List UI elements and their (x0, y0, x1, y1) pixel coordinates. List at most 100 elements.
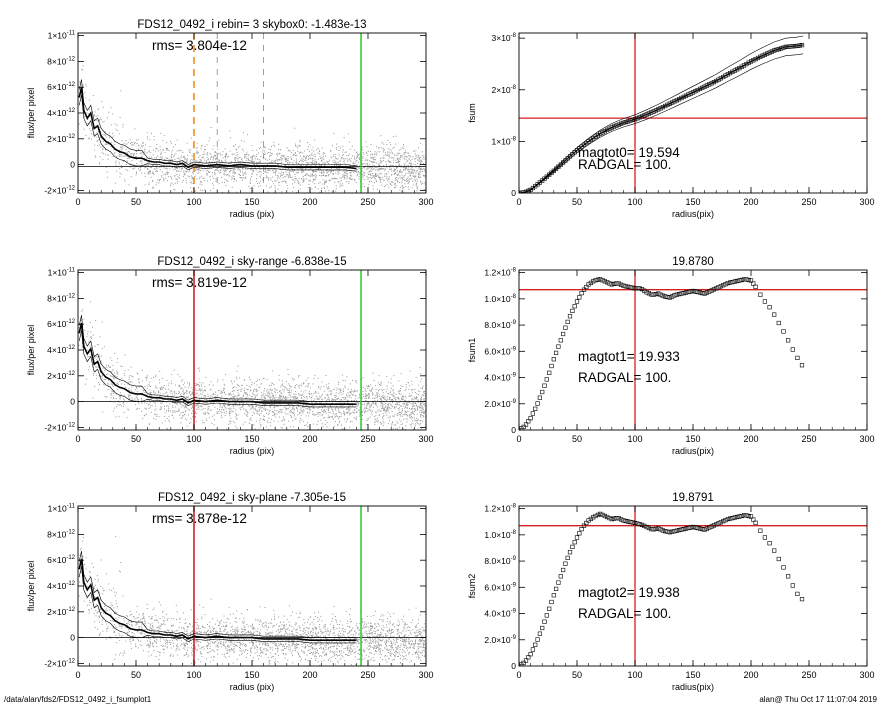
scatter-point (173, 146, 175, 148)
scatter-point (236, 404, 238, 406)
scatter-point (419, 168, 421, 170)
scatter-point (290, 386, 292, 388)
scatter-point (372, 175, 374, 177)
scatter-point (228, 162, 230, 164)
scatter-point (215, 180, 217, 182)
scatter-point (349, 153, 351, 155)
scatter-point (334, 190, 336, 192)
scatter-point (230, 397, 232, 399)
x-tick-label: 150 (244, 197, 259, 207)
scatter-point (297, 172, 299, 174)
scatter-point (260, 146, 261, 148)
scatter-point (314, 170, 316, 172)
scatter-point (232, 435, 233, 436)
scatter-point (256, 409, 258, 411)
scatter-point (326, 161, 328, 163)
scatter-point (263, 390, 265, 392)
scatter-point (251, 404, 253, 406)
scatter-point (333, 399, 335, 401)
scatter-point (260, 397, 262, 399)
scatter-point (419, 167, 420, 169)
scatter-point (420, 162, 422, 164)
scatter-point (232, 387, 234, 389)
scatter-point (159, 149, 161, 151)
scatter-point (315, 168, 317, 170)
scatter-point (269, 162, 270, 164)
scatter-point (190, 160, 192, 162)
scatter-point (161, 156, 163, 158)
scatter-point (97, 356, 99, 358)
scatter-point (364, 407, 366, 409)
scatter-point (393, 416, 395, 418)
scatter-point (221, 167, 223, 169)
scatter-point (378, 409, 380, 411)
scatter-point (347, 160, 348, 162)
scatter-point (241, 384, 243, 386)
scatter-point (240, 177, 242, 179)
scatter-point (397, 402, 398, 404)
scatter-point (125, 152, 127, 154)
scatter-point (371, 181, 373, 183)
scatter-point (164, 152, 166, 154)
scatter-point (300, 178, 302, 180)
scatter-point (306, 164, 308, 166)
scatter-point (314, 414, 316, 416)
scatter-point (130, 176, 132, 178)
scatter-point (382, 403, 384, 405)
scatter-point (211, 162, 213, 164)
scatter-point (333, 165, 335, 167)
scatter-point (364, 163, 366, 165)
scatter-point (422, 171, 423, 172)
scatter-point (369, 160, 371, 162)
scatter-point (339, 169, 341, 171)
scatter-point (380, 398, 382, 400)
scatter-point (277, 182, 279, 184)
scatter-point (120, 146, 121, 148)
scatter-point (210, 402, 212, 404)
scatter-point (84, 91, 86, 93)
scatter-point (264, 388, 266, 390)
scatter-point (282, 177, 284, 179)
scatter-point (244, 177, 246, 179)
scatter-point (138, 386, 140, 388)
scatter-point (405, 168, 407, 169)
scatter-point (308, 415, 310, 417)
scatter-point (207, 395, 209, 397)
scatter-point (255, 155, 257, 157)
scatter-point (139, 161, 141, 163)
scatter-point (205, 396, 206, 398)
scatter-point (270, 177, 272, 179)
data-point (767, 50, 772, 55)
scatter-point (210, 153, 212, 155)
scatter-point (278, 159, 280, 161)
scatter-point (333, 154, 335, 156)
scatter-point (343, 411, 345, 413)
scatter-point (281, 157, 283, 159)
scatter-point (369, 389, 371, 391)
scatter-point (293, 160, 295, 162)
scatter-point (320, 165, 322, 166)
scatter-point (266, 420, 268, 422)
scatter-point (288, 172, 290, 174)
scatter-point (381, 423, 383, 425)
scatter-point (332, 173, 334, 175)
scatter-point (223, 402, 225, 404)
scatter-point (240, 406, 242, 408)
scatter-point (269, 398, 271, 400)
scatter-point (236, 402, 237, 404)
scatter-point (209, 137, 211, 139)
scatter-point (285, 398, 287, 400)
scatter-point (400, 155, 402, 157)
scatter-point (179, 403, 181, 405)
scatter-point (363, 172, 365, 174)
scatter-point (219, 172, 221, 174)
scatter-point (410, 171, 412, 173)
scatter-point (227, 200, 228, 201)
scatter-point (347, 392, 349, 394)
scatter-point (99, 162, 101, 164)
scatter-point (356, 157, 358, 159)
scatter-point (404, 167, 406, 169)
scatter-point (118, 416, 120, 418)
scatter-point (243, 389, 245, 391)
scatter-point (235, 172, 236, 174)
